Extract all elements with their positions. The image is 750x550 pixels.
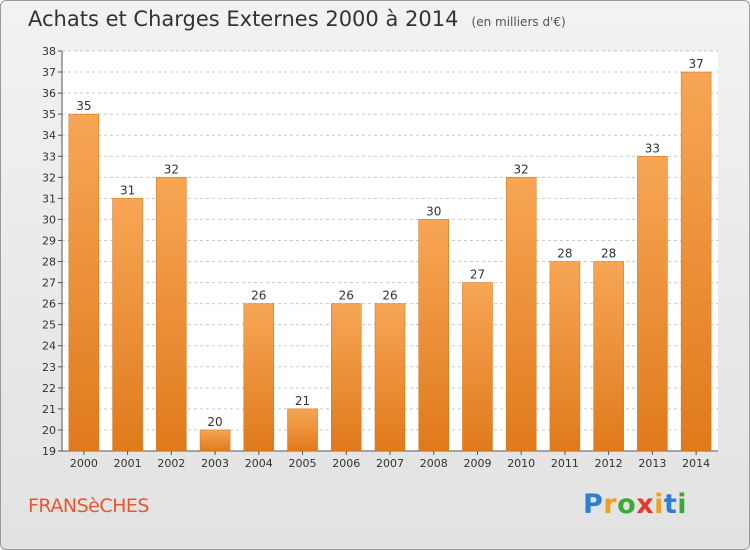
bar-value-label: 20: [207, 415, 222, 429]
bar: [331, 303, 362, 452]
bar: [418, 219, 449, 452]
brand-letter: i: [654, 489, 664, 520]
x-tick-label: 2014: [682, 457, 710, 470]
bar-value-label: 27: [470, 268, 485, 282]
bar: [593, 261, 624, 452]
y-tick-label: 32: [42, 171, 56, 184]
bar: [156, 177, 187, 452]
bar-value-label: 21: [295, 394, 310, 408]
bar-value-label: 26: [339, 289, 354, 303]
x-tick-label: 2003: [201, 457, 229, 470]
y-tick-label: 37: [42, 66, 56, 79]
x-tick-label: 2012: [595, 457, 623, 470]
bar-value-label: 26: [382, 289, 397, 303]
bar: [462, 282, 493, 452]
chart-unit: (en milliers d'€): [471, 15, 566, 29]
brand-letter: P: [583, 489, 604, 520]
y-tick-label: 27: [42, 277, 56, 290]
y-tick-label: 21: [42, 403, 56, 416]
y-tick-label: 31: [42, 192, 56, 205]
bar: [243, 303, 275, 452]
bar: [637, 156, 668, 452]
chart-title: Achats et Charges Externes 2000 à 2014: [28, 7, 459, 31]
title-line: Achats et Charges Externes 2000 à 2014 (…: [28, 7, 566, 31]
x-tick-label: 2011: [551, 457, 579, 470]
bar-value-label: 35: [76, 99, 91, 113]
x-tick-label: 2009: [463, 457, 491, 470]
y-tick-label: 22: [42, 382, 56, 395]
bar: [287, 408, 318, 452]
brand-letter: o: [617, 489, 637, 520]
brand-letter: i: [677, 489, 688, 520]
y-tick-label: 34: [42, 129, 56, 142]
bar: [374, 303, 406, 452]
y-tick-label: 26: [42, 298, 56, 311]
x-tick-label: 2013: [638, 457, 666, 470]
bar-value-label: 28: [557, 247, 572, 261]
x-tick-label: 2007: [376, 457, 404, 470]
bar: [505, 177, 537, 452]
bar: [549, 261, 581, 452]
brand-letter: x: [636, 489, 655, 520]
y-tick-label: 23: [42, 361, 56, 374]
y-tick-label: 36: [42, 87, 56, 100]
bar-value-label: 28: [601, 247, 616, 261]
brand-letter: r: [603, 489, 618, 520]
x-tick-label: 2005: [289, 457, 317, 470]
x-tick-label: 2002: [157, 457, 185, 470]
bar-value-label: 26: [251, 289, 266, 303]
brand-logo: Proxiti: [583, 489, 687, 520]
y-tick-label: 25: [42, 319, 56, 332]
x-tick-label: 2001: [114, 457, 142, 470]
bar-value-label: 31: [120, 183, 135, 197]
bar: [68, 113, 100, 452]
place-name: FRANSèCHES: [28, 495, 149, 517]
bar-value-label: 33: [645, 141, 660, 155]
bar-value-label: 32: [514, 162, 529, 176]
y-tick-label: 30: [42, 213, 56, 226]
bar: [112, 198, 143, 452]
y-tick-label: 29: [42, 234, 56, 247]
x-tick-label: 2010: [507, 457, 535, 470]
x-tick-label: 2004: [245, 457, 273, 470]
x-tick-label: 2000: [70, 457, 98, 470]
y-tick-label: 19: [42, 445, 56, 458]
y-tick-label: 38: [42, 45, 56, 58]
x-tick-label: 2006: [332, 457, 360, 470]
bar: [680, 71, 712, 452]
bar-value-label: 37: [688, 57, 703, 71]
y-tick-label: 28: [42, 256, 56, 269]
bar: [199, 429, 231, 452]
y-tick-label: 33: [42, 150, 56, 163]
bar-value-label: 32: [164, 162, 179, 176]
y-tick-label: 24: [42, 340, 56, 353]
y-tick-label: 20: [42, 424, 56, 437]
brand-letter: t: [663, 489, 678, 520]
bar-value-label: 30: [426, 204, 441, 218]
y-tick-label: 35: [42, 108, 56, 121]
x-tick-label: 2008: [420, 457, 448, 470]
